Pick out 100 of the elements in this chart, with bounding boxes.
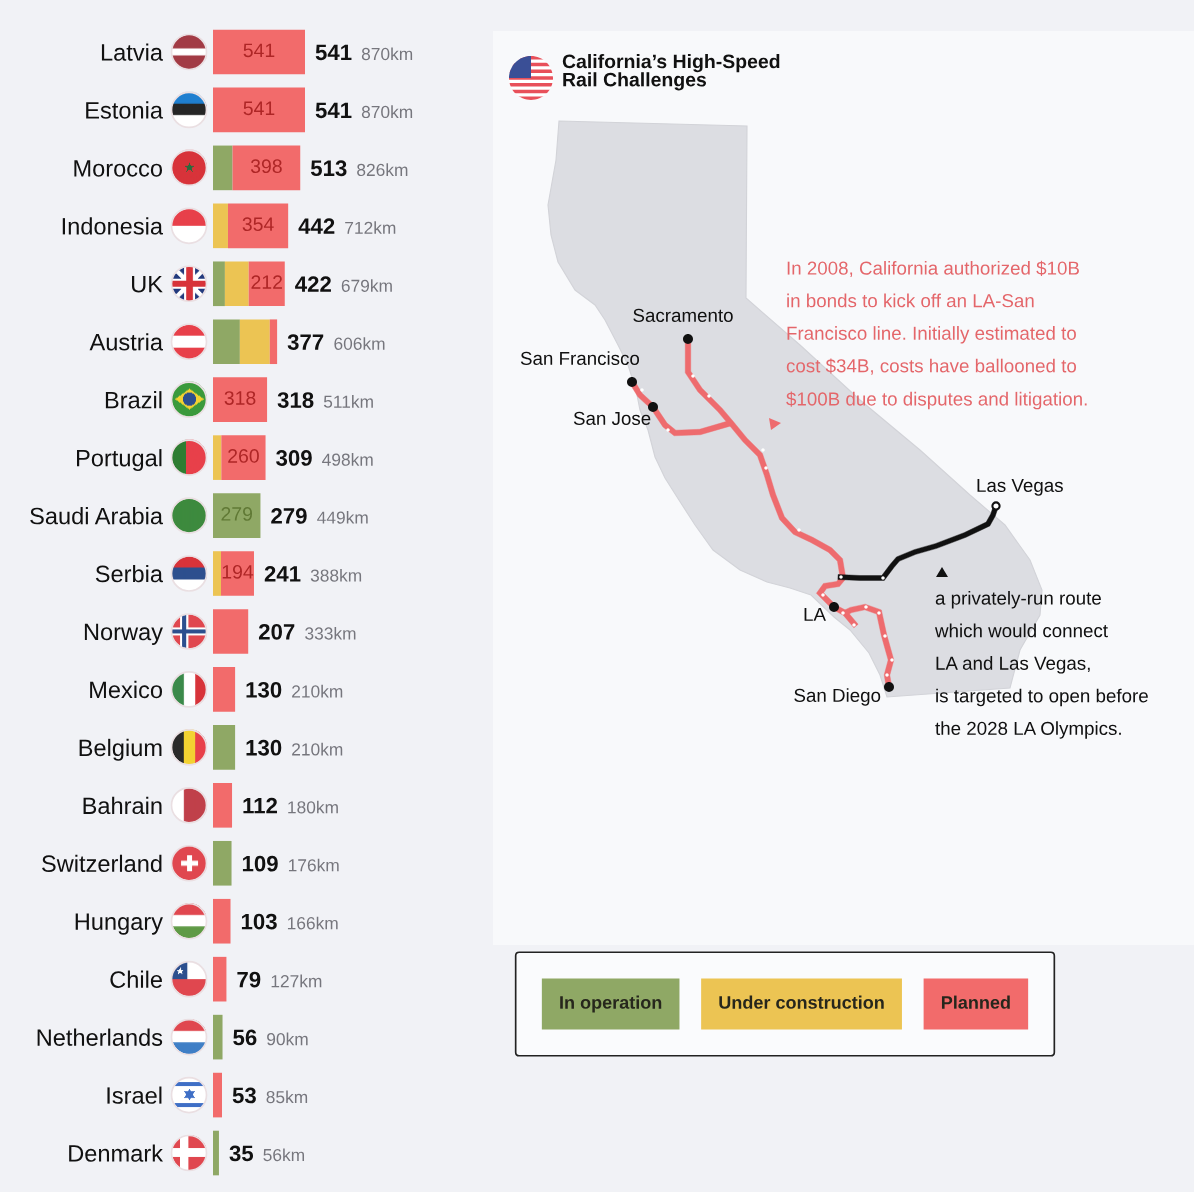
data-label: 398: [250, 159, 282, 174]
total-label: 130: [246, 739, 282, 756]
annotation: 210km: [292, 684, 343, 698]
text: Planned: [941, 995, 1010, 1009]
text: 826km: [357, 163, 408, 177]
annotation: 180km: [288, 800, 338, 814]
annotation: 166km: [287, 916, 338, 930]
total-label: 109: [242, 855, 278, 872]
data-label: 354: [242, 217, 274, 232]
bar: [213, 377, 268, 422]
total-label: 541: [315, 102, 352, 119]
total-label: 207: [258, 623, 295, 640]
total-label: 103: [241, 913, 277, 930]
total-label: 318: [277, 392, 314, 408]
y-tick-label: Estonia: [86, 101, 163, 119]
total-label: 53: [232, 1087, 256, 1104]
bar: [213, 29, 305, 75]
bar: [213, 783, 233, 828]
text: LA: [804, 607, 826, 621]
bar: [213, 667, 236, 712]
y-tick-label: Saudi Arabia: [30, 507, 164, 525]
data-label: 194: [222, 564, 254, 579]
text: 870km: [361, 47, 413, 61]
y-tick-label: Mexico: [90, 680, 163, 699]
y-tick-label: Chile: [110, 970, 162, 988]
text: In 2008, California authorized $10B in bonds to kick off an LA-San Francisco line. Initially estimated to cost $34B, costs have ballooned to $100B due to disputes and litigation.: [786, 260, 1087, 410]
bar: [227, 203, 289, 249]
text: California’s High-Speed Rail Challenges: [562, 54, 780, 91]
annotation: 176km: [288, 858, 339, 872]
bar: [213, 319, 240, 365]
y-tick-label: Austria: [89, 333, 163, 351]
total-label: 112: [243, 797, 278, 814]
total-label: 513: [310, 160, 347, 177]
bar: [213, 203, 228, 249]
bar: [213, 493, 261, 538]
annotation: 210km: [292, 742, 343, 756]
text: San Jose: [573, 411, 651, 426]
y-tick-label: Switzerland: [42, 854, 162, 873]
bar: [213, 87, 305, 133]
y-tick-label: Morocco: [74, 160, 163, 177]
y-tick-label: Indonesia: [62, 217, 164, 235]
y-tick-label: Portugal: [77, 449, 162, 472]
bar: [239, 319, 270, 365]
text: San Francisco: [520, 351, 640, 366]
bar: [213, 435, 222, 480]
text: Las Vegas: [977, 478, 1063, 496]
text: Under construction: [719, 995, 884, 1009]
y-tick-label: Israel: [107, 1086, 162, 1104]
text: a privately-run route which would connect LA and Las Vegas, is targeted to open before the 2028 LA Olympics.: [934, 591, 1148, 739]
bar: [220, 551, 254, 596]
text: 498km: [322, 453, 373, 466]
bar: [224, 261, 249, 307]
annotation: 56km: [263, 1148, 305, 1162]
y-tick-label: Denmark: [69, 1144, 164, 1162]
y-tick-label: Latvia: [101, 43, 163, 61]
total-label: 79: [237, 971, 261, 988]
total-label: 56: [233, 1029, 257, 1046]
y-tick-label: Serbia: [95, 564, 163, 583]
bar: [232, 145, 301, 191]
bar: [213, 956, 227, 1002]
text: 449km: [317, 510, 368, 524]
total-label: 422: [295, 276, 331, 292]
bar: [213, 145, 233, 191]
total-label: 279: [271, 508, 307, 524]
data-label: 212: [251, 275, 282, 289]
text: Sacramento: [633, 308, 733, 323]
bar: [213, 609, 249, 654]
bar: [213, 898, 231, 944]
text: 511km: [323, 395, 373, 408]
y-tick-label: UK: [132, 276, 163, 293]
text: 333km: [305, 626, 356, 640]
total-label: 241: [264, 566, 301, 582]
total-label: 130: [246, 681, 282, 698]
text: 388km: [310, 568, 362, 582]
y-tick-label: Brazil: [105, 391, 162, 409]
bar: [213, 1130, 219, 1176]
bar: [221, 435, 266, 480]
bar: [248, 261, 285, 307]
text: 870km: [361, 105, 413, 119]
bar: [213, 551, 221, 596]
bar: [213, 725, 236, 770]
total-label: 442: [298, 218, 335, 234]
data-label: 541: [243, 43, 275, 58]
text: 712km: [345, 221, 396, 234]
y-tick-label: Netherlands: [37, 1028, 163, 1046]
y-tick-label: Bahrain: [83, 796, 162, 815]
annotation: 127km: [271, 974, 322, 988]
total-label: 377: [287, 334, 324, 350]
bar: [269, 319, 278, 365]
y-tick-label: Norway: [84, 623, 163, 645]
text: In operation: [560, 995, 662, 1013]
data-label: 541: [243, 101, 275, 116]
bar: [213, 840, 232, 886]
bar: [213, 1072, 223, 1118]
text: 606km: [334, 337, 385, 350]
bar: [213, 1014, 223, 1060]
data-label: 318: [224, 391, 256, 405]
y-tick-label: Belgium: [79, 738, 162, 761]
y-tick-label: Hungary: [75, 913, 163, 935]
text: 679km: [341, 279, 392, 292]
